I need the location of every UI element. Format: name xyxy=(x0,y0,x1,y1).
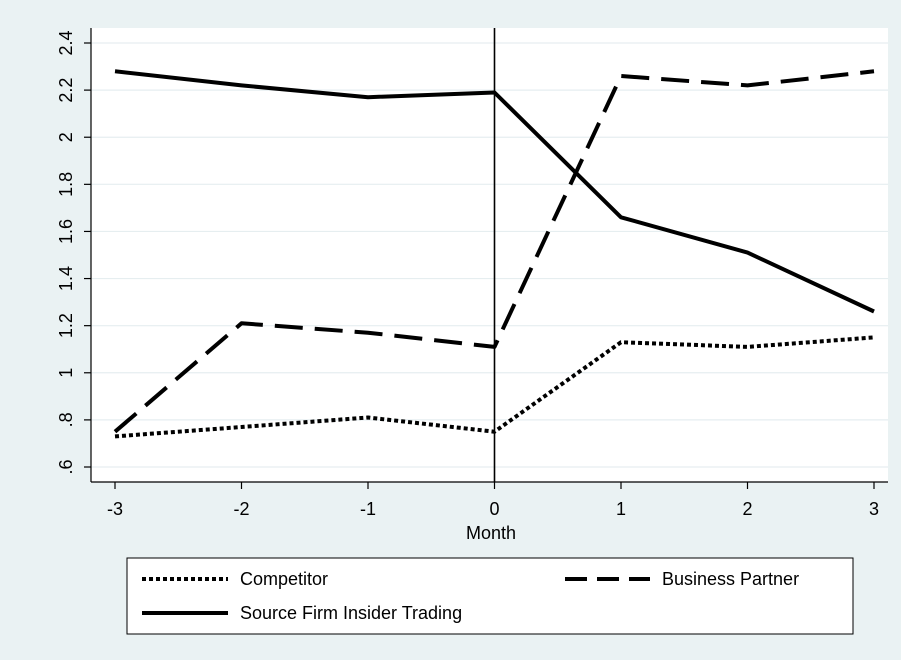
y-tick-label: 1.6 xyxy=(56,219,76,244)
y-tick-label: 2 xyxy=(56,132,76,142)
y-tick-label: .6 xyxy=(56,459,76,474)
x-tick-label: 0 xyxy=(489,499,499,519)
x-tick-label: 2 xyxy=(742,499,752,519)
series-lines xyxy=(113,69,875,439)
series-line-source-firm-insider-trading xyxy=(114,69,875,314)
legend-label: Competitor xyxy=(240,569,328,589)
x-axis-title: Month xyxy=(466,523,516,543)
y-tick-label: 1.8 xyxy=(56,172,76,197)
legend: Competitor Business Partner Source Firm In… xyxy=(126,557,854,635)
legend-label: Source Firm Insider Trading xyxy=(240,603,462,623)
x-tick-label: -3 xyxy=(107,499,123,519)
grid-lines xyxy=(91,42,888,468)
x-tick-label: -2 xyxy=(233,499,249,519)
y-tick-label: .8 xyxy=(56,412,76,427)
x-tick-label: -1 xyxy=(360,499,376,519)
x-tick-label: 1 xyxy=(616,499,626,519)
series-line-competitor xyxy=(114,335,875,439)
plot-area xyxy=(91,28,888,482)
x-tick-label: 3 xyxy=(869,499,879,519)
y-tick-label: 1 xyxy=(56,368,76,378)
y-tick-label: 1.2 xyxy=(56,313,76,338)
y-tick-label: 1.4 xyxy=(56,266,76,291)
legend-box xyxy=(126,557,854,635)
axes: .6 .8 1 1.2 1.4 1.6 1.8 2 2.2 2.4 -3 -2 -1 0 1 2 3 xyxy=(56,28,888,519)
y-tick-label: 2.4 xyxy=(56,30,76,55)
legend-label: Business Partner xyxy=(662,569,799,589)
y-tick-label: 2.2 xyxy=(56,78,76,103)
series-line-business-partner xyxy=(113,69,875,434)
